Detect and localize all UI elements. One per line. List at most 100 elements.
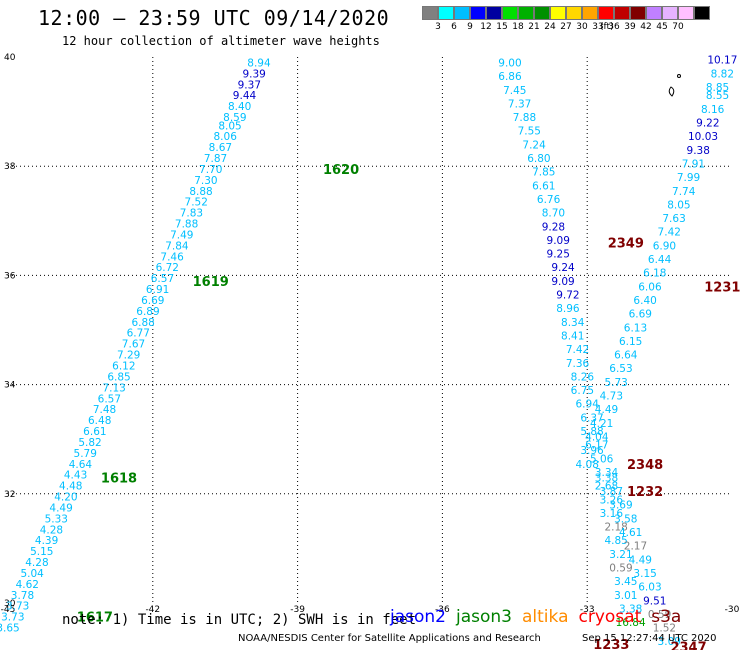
wave-height-point: 6.15: [619, 336, 642, 348]
wave-height-point: 6.76: [537, 194, 561, 206]
wave-height-point: 9.09: [551, 276, 574, 288]
pass-time-label: 2349: [608, 237, 644, 252]
wave-height-point: 2.17: [624, 541, 647, 553]
legend-jason3: jason3: [456, 607, 512, 627]
x-tick-label: -42: [145, 605, 160, 615]
colorbar-swatch: [518, 6, 534, 20]
chart-subtitle: 12 hour collection of altimeter wave hei…: [62, 34, 380, 48]
pass-time-label: 1619: [193, 275, 229, 290]
wave-height-point: 6.17: [585, 440, 608, 452]
colorbar-swatch: [550, 6, 566, 20]
wave-height-point: 6.06: [638, 281, 662, 293]
wave-height-point: 7.84: [165, 240, 189, 252]
wave-height-point: 3.38: [619, 603, 642, 615]
x-tick-label: -39: [290, 605, 305, 615]
wave-height-point: 6.12: [112, 360, 135, 372]
wave-height-point: 9.25: [547, 249, 570, 261]
pass-time-label: 1617: [77, 611, 113, 626]
colorbar-swatch: [454, 6, 470, 20]
wave-height-point: 7.74: [672, 186, 696, 198]
wave-height-point: 3.26: [600, 494, 624, 506]
wave-height-point: 4.49: [595, 404, 618, 416]
colorbar-label: 6: [451, 22, 457, 32]
colorbar-label: 45: [656, 22, 668, 32]
pass-time-label: 2348: [627, 458, 663, 473]
wave-height-point: 5.73: [604, 377, 627, 389]
wave-height-point: 3.65: [0, 623, 20, 635]
colorbar-swatch: [534, 6, 550, 20]
wave-height-point: 5.04: [20, 568, 44, 580]
pass-time-label: 1232: [627, 485, 663, 500]
wave-height-point: 7.30: [194, 175, 217, 187]
wave-height-point: 7.85: [532, 167, 555, 179]
wave-height-point: 7.88: [513, 112, 536, 124]
islet-outline: [677, 74, 681, 78]
wave-height-point: 4.85: [604, 535, 627, 547]
colorbar-swatch: [614, 6, 630, 20]
wave-height-point: 6.64: [614, 350, 638, 362]
wave-height-point: 6.69: [629, 309, 652, 321]
wave-height-point: 3.78: [11, 590, 34, 602]
satellite-legend: jason2 jason3 altika cryosat s3a: [390, 607, 691, 627]
wave-height-point: 9.00: [498, 57, 521, 69]
wave-height-point: 3.16: [600, 508, 624, 520]
wave-height-point: 4.43: [64, 470, 87, 482]
x-tick-label: -45: [1, 605, 16, 615]
footer-credit: NOAA/NESDIS Center for Satellite Applica…: [238, 633, 541, 644]
wave-height-point: 1.52: [653, 623, 676, 635]
colorbar-swatch: [646, 6, 662, 20]
wave-height-point: 8.96: [556, 303, 580, 315]
wave-height-point: 6.69: [141, 295, 164, 307]
wave-height-point: 6.13: [624, 322, 647, 334]
wave-height-point: 3.96: [580, 445, 604, 457]
colorbar-swatch: [566, 6, 582, 20]
wave-height-point: 7.46: [160, 251, 184, 263]
pass-time-label: 1620: [323, 163, 359, 178]
wave-height-point: 6.40: [633, 295, 656, 307]
wave-height-point: 7.29: [117, 350, 140, 362]
wave-height-point: 3.69: [609, 500, 632, 512]
wave-height-point: 8.34: [561, 317, 585, 329]
y-tick-label: 34: [4, 381, 16, 391]
wave-height-point: 4.04: [585, 431, 609, 443]
wave-height-point: 4.62: [16, 579, 39, 591]
wave-height-point: 3.45: [614, 576, 637, 588]
colorbar-label: 39: [624, 22, 636, 32]
wave-height-point: 4.49: [49, 502, 72, 514]
colorbar-swatch: [438, 6, 454, 20]
wave-height-point: 6.53: [609, 363, 632, 375]
wave-height-point: 6.91: [146, 284, 169, 296]
wave-height-point: 9.51: [643, 595, 666, 607]
wave-height-point: 7.36: [566, 358, 590, 370]
wave-height-point: 6.90: [653, 240, 676, 252]
colorbar-label: 42: [640, 22, 652, 32]
colorbar-label: 70: [672, 22, 684, 32]
wave-height-point: 8.55: [706, 90, 729, 102]
x-tick-label: -30: [725, 605, 740, 615]
wave-height-point: 5.79: [74, 448, 97, 460]
wave-height-point: 7.24: [522, 139, 546, 151]
wave-height-point: 8.40: [228, 101, 251, 113]
wave-height-point: 4.21: [590, 418, 613, 430]
wave-height-point: 7.42: [566, 344, 589, 356]
wave-height-point: 7.45: [503, 85, 526, 97]
wave-height-point: 7.83: [180, 208, 203, 220]
wave-height-point: 6.89: [136, 306, 159, 318]
wave-height-point: 6.77: [127, 328, 150, 340]
colorbar-label: 33: [592, 22, 604, 32]
wave-height-point: 8.05: [667, 199, 690, 211]
pass-time-label: 1231: [704, 280, 740, 295]
wave-height-point: 8.82: [711, 68, 734, 80]
wave-height-point: 4.39: [35, 535, 58, 547]
wave-height-point: 4.73: [600, 391, 623, 403]
wave-height-point: 7.99: [677, 172, 700, 184]
y-tick-label: 36: [4, 271, 16, 281]
colorbar-label: 3: [435, 22, 441, 32]
wave-height-point: 9.37: [238, 79, 261, 91]
wave-height-point: 7.37: [508, 98, 531, 110]
wave-height-point: 8.26: [571, 371, 595, 383]
wave-height-point: 6.44: [648, 254, 672, 266]
wave-height-point: 7.55: [518, 126, 541, 138]
wave-height-point: 4.28: [40, 524, 63, 536]
